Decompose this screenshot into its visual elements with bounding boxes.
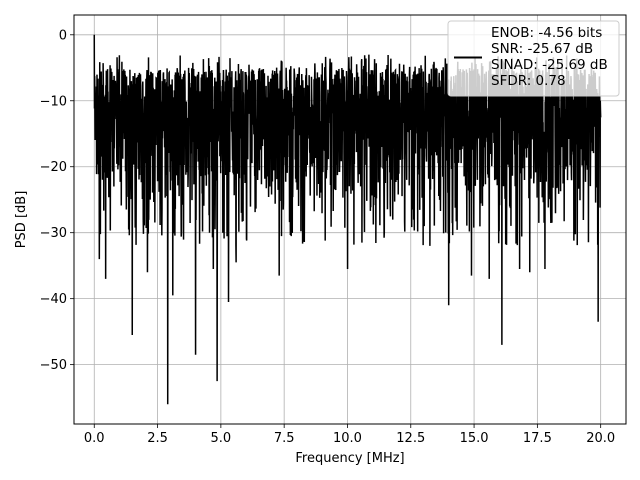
legend-snr: SNR: -25.67 dB: [491, 41, 593, 57]
legend-box: [447, 20, 620, 97]
y-tick-label: −10: [40, 94, 67, 109]
x-tick-label: 12.5: [396, 431, 425, 446]
y-axis-label: PSD [dB]: [14, 191, 29, 249]
legend: ENOB: -4.56 bits SNR: -25.67 dB SINAD: -…: [447, 20, 620, 97]
x-tick-label: 2.5: [147, 431, 168, 446]
y-tick-label: −20: [40, 160, 67, 175]
psd-line: [93, 34, 602, 405]
x-axis-ticks: 0.0 2.5 5.0 7.5 10.0 12.5 15.0 17.5 20.0: [84, 424, 615, 446]
legend-enob: ENOB: -4.56 bits: [491, 25, 602, 41]
x-tick-label: 20.0: [586, 431, 615, 446]
legend-sinad: SINAD: -25.69 dB: [491, 57, 608, 73]
y-tick-label: −40: [40, 292, 67, 307]
legend-sfdr: SFDR: 0.78: [491, 73, 566, 89]
x-tick-label: 10.0: [333, 431, 362, 446]
psd-series: [93, 34, 602, 405]
y-tick-label: −30: [40, 226, 67, 241]
y-tick-label: −50: [40, 358, 67, 373]
x-tick-label: 5.0: [211, 431, 232, 446]
x-tick-label: 15.0: [460, 431, 489, 446]
plot-frame: [73, 14, 627, 425]
y-axis-ticks: 0 −10 −20 −30 −40 −50: [40, 28, 74, 373]
x-tick-label: 7.5: [274, 431, 295, 446]
x-axis-label: Frequency [MHz]: [295, 451, 404, 466]
x-tick-label: 17.5: [523, 431, 552, 446]
y-tick-label: 0: [59, 28, 67, 43]
x-tick-label: 0.0: [84, 431, 105, 446]
